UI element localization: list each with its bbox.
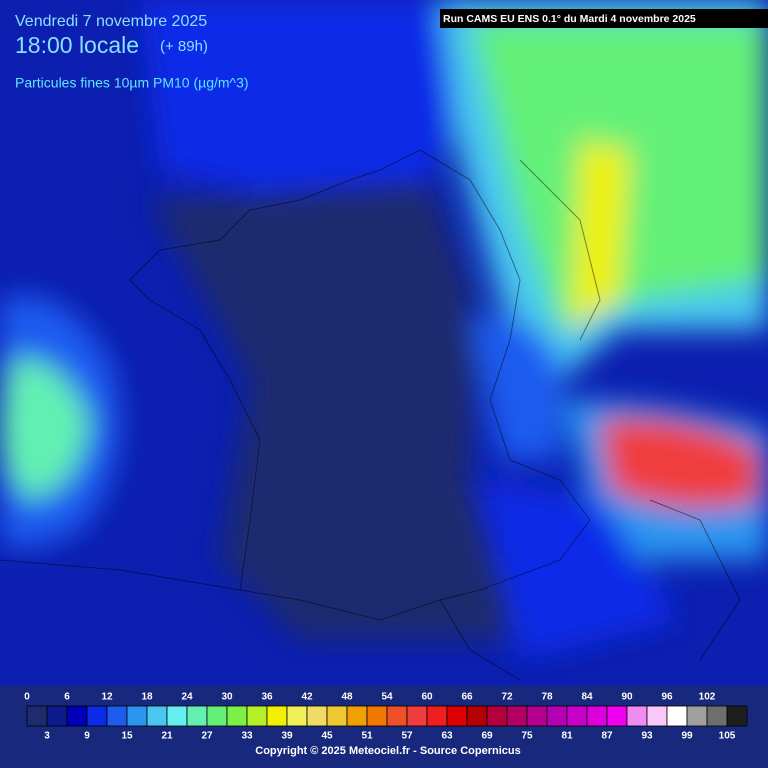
legend-swatch xyxy=(446,705,468,727)
legend-swatch xyxy=(46,705,68,727)
legend-tick-label: 48 xyxy=(341,692,353,703)
legend-swatch xyxy=(606,705,628,727)
legend-tick-label: 39 xyxy=(281,731,293,742)
legend-tick-label: 33 xyxy=(241,731,253,742)
date: Vendredi 7 novembre 2025 xyxy=(15,13,207,30)
time: 18:00 locale xyxy=(15,32,139,58)
legend-swatch xyxy=(266,705,288,727)
legend-swatch xyxy=(66,705,88,727)
borders xyxy=(0,149,741,681)
legend-tick-label: 21 xyxy=(161,731,173,742)
legend-swatch xyxy=(166,705,188,727)
legend-swatch xyxy=(86,705,108,727)
legend-swatch xyxy=(726,705,748,727)
legend-tick-label: 102 xyxy=(699,692,716,703)
legend-swatch xyxy=(566,705,588,727)
run-info: Run CAMS EU ENS 0.1° du Mardi 4 novembre… xyxy=(443,13,696,25)
legend-tick-label: 45 xyxy=(321,731,333,742)
legend-swatch xyxy=(506,705,528,727)
legend-swatch xyxy=(146,705,168,727)
legend-tick-label: 3 xyxy=(44,731,50,742)
legend-tick-label: 27 xyxy=(201,731,213,742)
legend-swatch xyxy=(466,705,488,727)
legend-swatch xyxy=(706,705,728,727)
footer: Copyright © 2025 Meteociel.fr - Source C… xyxy=(255,745,520,757)
legend-tick-label: 57 xyxy=(401,731,413,742)
legend-tick-label: 72 xyxy=(501,692,513,703)
legend-tick-label: 30 xyxy=(221,692,233,703)
legend-tick-label: 96 xyxy=(661,692,673,703)
legend-swatch xyxy=(586,705,608,727)
legend-tick-label: 42 xyxy=(301,692,313,703)
legend-swatch xyxy=(346,705,368,727)
legend-tick-label: 15 xyxy=(121,731,133,742)
variable: Particules fines 10µm PM10 (µg/m^3) xyxy=(15,75,249,91)
legend-swatch xyxy=(426,705,448,727)
legend-tick-label: 84 xyxy=(581,692,593,703)
legend-swatch xyxy=(206,705,228,727)
legend-tick-label: 105 xyxy=(719,731,736,742)
legend-tick-label: 54 xyxy=(381,692,393,703)
legend-tick-label: 36 xyxy=(261,692,273,703)
legend-swatch xyxy=(286,705,308,727)
legend-tick-label: 63 xyxy=(441,731,453,742)
legend-swatch xyxy=(186,705,208,727)
legend-tick-label: 93 xyxy=(641,731,653,742)
legend-swatch xyxy=(386,705,408,727)
legend-tick-label: 78 xyxy=(541,692,553,703)
legend-swatch xyxy=(406,705,428,727)
legend-swatch xyxy=(246,705,268,727)
legend-swatch xyxy=(26,705,48,727)
legend-tick-label: 87 xyxy=(601,731,613,742)
legend-swatch xyxy=(646,705,668,727)
legend-panel xyxy=(0,686,768,768)
legend-swatch xyxy=(626,705,648,727)
run-box xyxy=(440,9,768,28)
legend-swatch xyxy=(546,705,568,727)
legend-tick-label: 81 xyxy=(561,731,573,742)
legend-tick-label: 6 xyxy=(64,692,70,703)
legend-swatch xyxy=(686,705,708,727)
legend-swatch xyxy=(306,705,328,727)
legend-tick-label: 90 xyxy=(621,692,633,703)
legend-swatch xyxy=(666,705,688,727)
legend-tick-label: 66 xyxy=(461,692,473,703)
legend-tick-label: 51 xyxy=(361,731,373,742)
legend-tick-label: 9 xyxy=(84,731,90,742)
legend-swatch xyxy=(226,705,248,727)
legend-tick-label: 24 xyxy=(181,692,193,703)
legend-tick-label: 60 xyxy=(421,692,433,703)
legend-swatch xyxy=(526,705,548,727)
legend-tick-label: 99 xyxy=(681,731,693,742)
legend-tick-label: 0 xyxy=(24,692,30,703)
legend-swatch xyxy=(486,705,508,727)
legend-swatch xyxy=(366,705,388,727)
legend-swatch xyxy=(106,705,128,727)
header: Vendredi 7 novembre 2025 18:00 locale (+… xyxy=(15,13,249,90)
legend-tick-label: 69 xyxy=(481,731,493,742)
legend-tick-label: 18 xyxy=(141,692,153,703)
lead-time: (+ 89h) xyxy=(160,38,208,55)
legend-tick-label: 12 xyxy=(101,692,113,703)
legend-swatch xyxy=(126,705,148,727)
legend-tick-label: 75 xyxy=(521,731,533,742)
legend-swatch xyxy=(326,705,348,727)
color-legend: 0369121518212427303336394245485154576063… xyxy=(24,692,748,742)
